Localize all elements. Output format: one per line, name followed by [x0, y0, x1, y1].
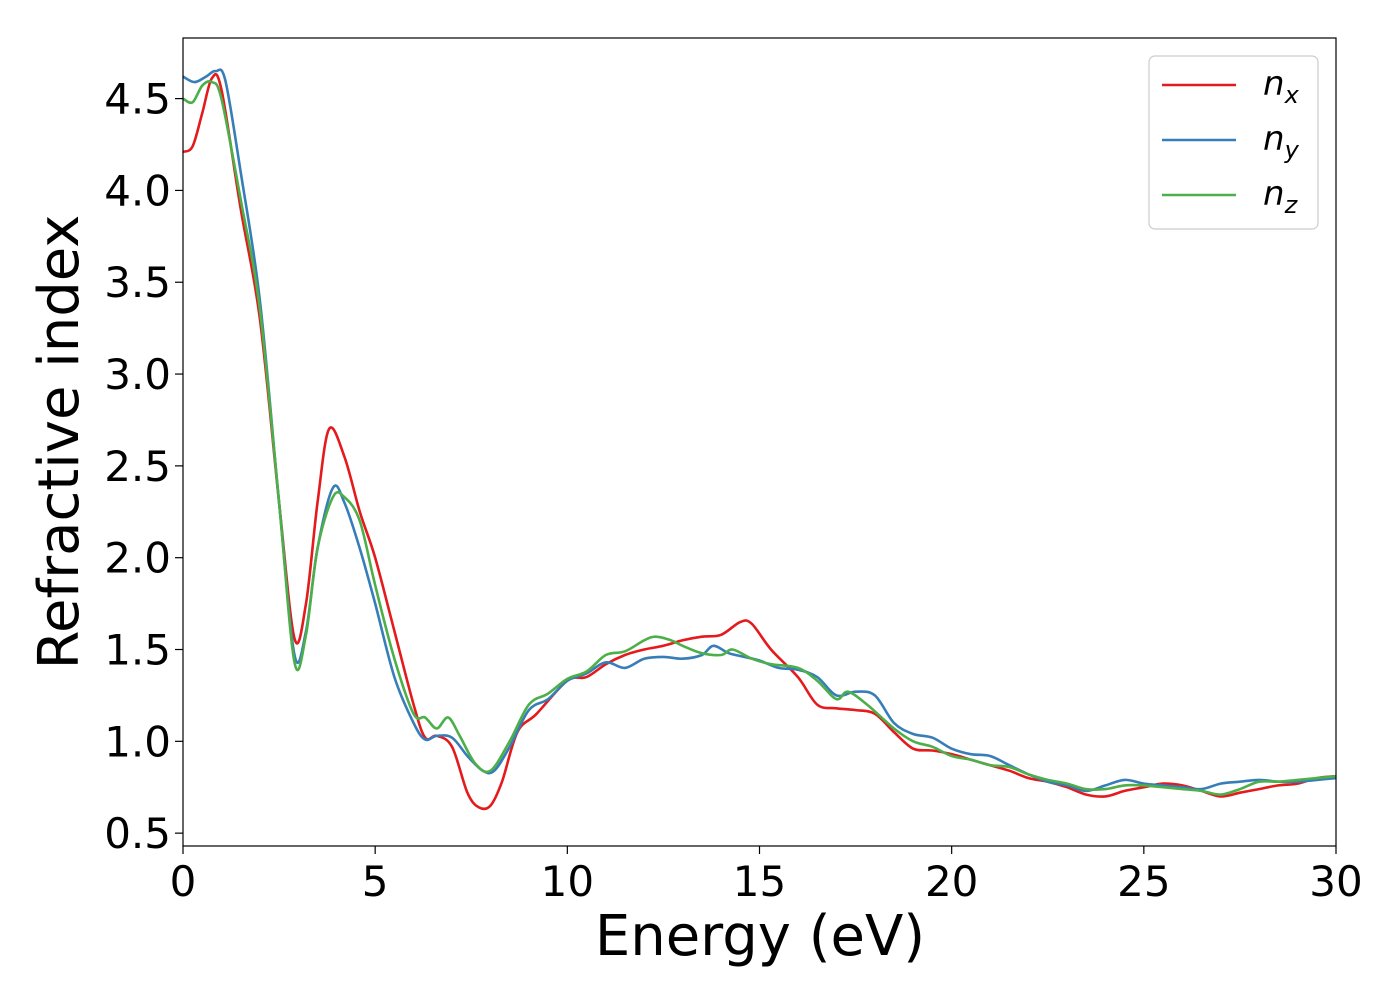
- y-tick-label: 2.0: [104, 534, 171, 583]
- x-axis: 0 5 10 15 20 25 30: [170, 846, 1363, 906]
- y-axis-label: Refractive index: [27, 215, 92, 670]
- y-tick-label: 4.0: [104, 166, 171, 215]
- x-tick-label: 20: [925, 857, 978, 906]
- series-line-nx: [182, 72, 1337, 811]
- y-tick-label: 1.0: [104, 717, 171, 766]
- x-axis-label: Energy (eV): [595, 904, 925, 969]
- y-tick-label: 3.0: [104, 350, 171, 399]
- y-tick-label: 0.5: [104, 809, 171, 858]
- y-tick-label: 2.5: [104, 442, 171, 491]
- legend-box: [1148, 55, 1319, 230]
- x-tick-label: 15: [733, 857, 786, 906]
- x-tick-label: 25: [1117, 857, 1170, 906]
- y-tick-label: 1.5: [104, 626, 171, 675]
- y-tick-label: 4.5: [104, 75, 171, 124]
- x-tick-label: 0: [170, 857, 197, 906]
- x-tick-label: 5: [362, 857, 389, 906]
- x-tick-label: 30: [1309, 857, 1362, 906]
- y-axis: 0.5 1.0 1.5 2.0 2.5 3.0 3.5 4.0 4.5: [104, 75, 183, 858]
- series-layer: [182, 68, 1337, 811]
- y-tick-label: 3.5: [104, 258, 171, 307]
- x-tick-label: 10: [541, 857, 594, 906]
- series-line-nz: [182, 79, 1337, 796]
